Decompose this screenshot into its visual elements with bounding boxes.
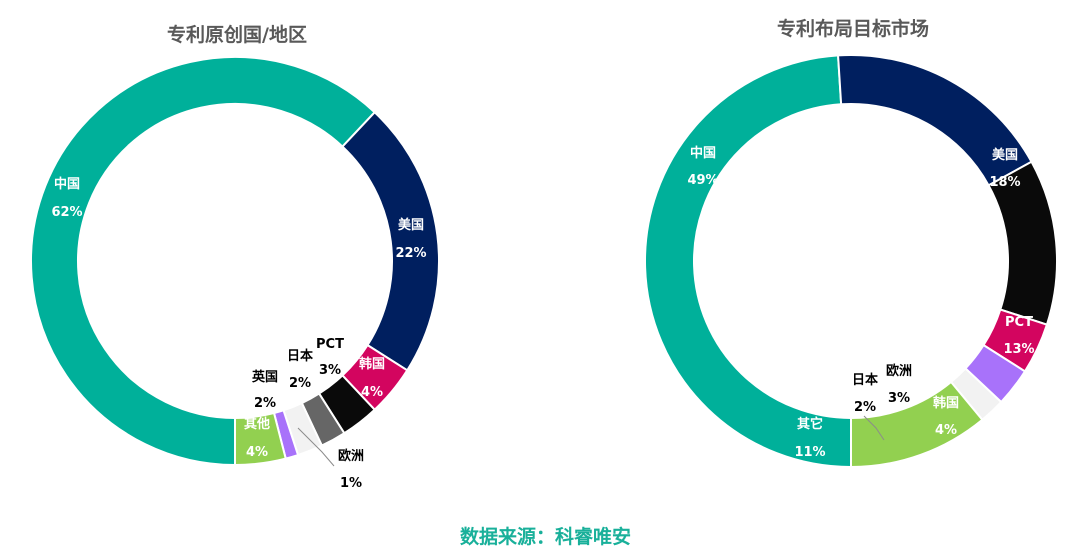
slice-origin-1 — [341, 110, 440, 372]
slice-target-market-6 — [850, 380, 984, 469]
slice-name-label-target-market-3: 韩国 — [933, 395, 959, 411]
slice-percent-label-target-market-6: 11% — [794, 445, 825, 460]
leader-line-origin-6 — [297, 427, 335, 467]
slice-name-label-origin-3: PCT — [316, 337, 344, 352]
leader-line-target-market-5 — [863, 415, 885, 441]
slice-percent-label-origin-4: 2% — [289, 376, 311, 391]
slice-percent-label-origin-5: 2% — [254, 396, 276, 411]
slice-percent-label-origin-2: 4% — [361, 385, 383, 400]
slice-name-label-target-market-2: PCT — [1005, 315, 1033, 330]
slice-name-label-target-market-1: 美国 — [992, 147, 1018, 163]
slice-percent-label-target-market-5: 2% — [854, 400, 876, 415]
slice-percent-label-origin-1: 22% — [395, 246, 426, 261]
slice-name-label-origin-1: 美国 — [398, 217, 424, 233]
slice-origin-7 — [234, 411, 287, 467]
slice-name-label-origin-4: 日本 — [287, 348, 313, 364]
donut-chart-origin: 中国 62% 美国 22% 韩国 4% PCT 3% 日本 2% 英国 2% 欧洲 1% 其他 4% — [30, 56, 440, 491]
slice-percent-label-origin-6: 1% — [340, 476, 362, 491]
slice-name-label-target-market-0: 中国 — [690, 145, 716, 161]
slice-name-label-target-market-4: 欧洲 — [886, 363, 912, 379]
slice-target-market-0 — [644, 54, 852, 469]
slice-percent-label-target-market-2: 13% — [1003, 342, 1034, 357]
slice-name-label-origin-0: 中国 — [54, 176, 80, 192]
slice-name-label-origin-2: 韩国 — [359, 356, 385, 372]
slice-name-label-target-market-5: 日本 — [852, 372, 878, 388]
donut-chart-target-market: 中国 49% 美国 18% PCT 13% 韩国 4% 欧洲 3% 日本 2% 其它 11% — [644, 54, 1058, 469]
slice-name-label-origin-6: 欧洲 — [338, 448, 364, 464]
slice-percent-label-target-market-4: 3% — [888, 391, 910, 406]
slice-name-label-origin-7: 其他 — [244, 416, 270, 432]
slice-percent-label-origin-3: 3% — [319, 363, 341, 378]
slice-percent-label-origin-7: 4% — [246, 445, 268, 460]
chart-title-origin: 专利原创国/地区 — [167, 23, 307, 46]
slice-percent-label-target-market-3: 4% — [935, 423, 957, 438]
chart-title-target-market: 专利布局目标市场 — [777, 17, 929, 40]
data-source-note: 数据来源：科睿唯安 — [459, 526, 631, 548]
slice-name-label-target-market-6: 其它 — [797, 416, 823, 432]
slice-target-market-1 — [837, 54, 1033, 187]
slice-origin-0 — [30, 56, 377, 467]
slice-percent-label-origin-0: 62% — [51, 205, 82, 220]
slice-percent-label-target-market-1: 18% — [989, 175, 1020, 190]
slice-percent-label-target-market-0: 49% — [687, 173, 718, 188]
slice-name-label-origin-5: 英国 — [251, 369, 278, 385]
